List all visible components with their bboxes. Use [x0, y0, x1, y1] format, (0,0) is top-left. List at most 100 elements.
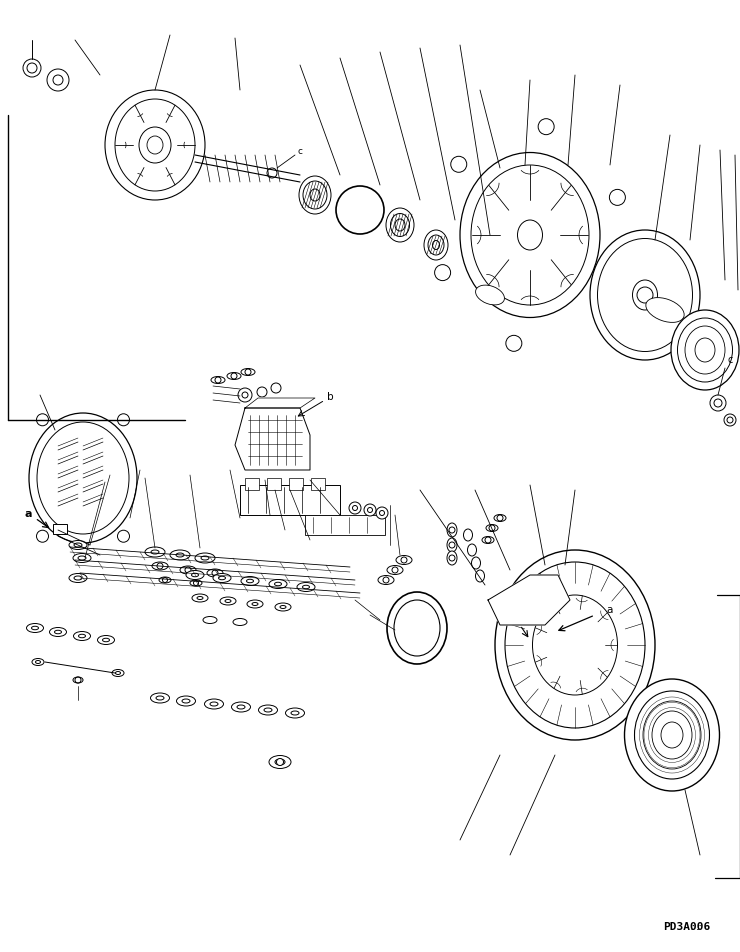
Ellipse shape: [396, 556, 412, 565]
Ellipse shape: [695, 338, 715, 362]
Ellipse shape: [482, 537, 494, 544]
Circle shape: [277, 759, 283, 765]
Ellipse shape: [685, 326, 725, 374]
Ellipse shape: [486, 525, 498, 531]
Ellipse shape: [378, 576, 394, 585]
Ellipse shape: [447, 551, 457, 565]
Ellipse shape: [432, 241, 440, 249]
Ellipse shape: [98, 636, 115, 645]
Ellipse shape: [207, 569, 223, 577]
Circle shape: [538, 119, 554, 134]
Ellipse shape: [678, 318, 733, 382]
Ellipse shape: [190, 580, 202, 586]
Ellipse shape: [494, 514, 506, 522]
Ellipse shape: [203, 617, 217, 624]
Ellipse shape: [468, 544, 477, 556]
Ellipse shape: [463, 529, 473, 541]
Ellipse shape: [297, 583, 315, 591]
Ellipse shape: [180, 566, 196, 574]
Text: b: b: [326, 392, 333, 402]
Circle shape: [36, 530, 49, 543]
Ellipse shape: [227, 372, 241, 380]
Ellipse shape: [387, 592, 447, 664]
Bar: [311, 478, 325, 490]
Circle shape: [610, 189, 625, 206]
Bar: [289, 478, 303, 490]
Ellipse shape: [303, 181, 327, 209]
Text: a: a: [24, 509, 32, 519]
Ellipse shape: [27, 624, 44, 632]
Ellipse shape: [460, 152, 600, 318]
Ellipse shape: [147, 136, 163, 154]
Ellipse shape: [73, 553, 91, 563]
Bar: [240, 485, 340, 515]
Ellipse shape: [211, 376, 225, 384]
Ellipse shape: [247, 600, 263, 608]
Ellipse shape: [232, 702, 251, 712]
Ellipse shape: [269, 580, 287, 588]
Ellipse shape: [139, 127, 171, 163]
Ellipse shape: [661, 722, 683, 748]
Ellipse shape: [625, 679, 719, 791]
Circle shape: [451, 156, 467, 172]
Ellipse shape: [159, 577, 171, 583]
Polygon shape: [245, 398, 315, 408]
Circle shape: [593, 298, 609, 314]
Ellipse shape: [145, 547, 165, 557]
Text: c: c: [727, 355, 733, 365]
Text: - -: - -: [690, 925, 699, 935]
Ellipse shape: [286, 708, 304, 718]
Circle shape: [257, 387, 267, 397]
Ellipse shape: [387, 565, 403, 574]
Ellipse shape: [310, 189, 320, 201]
Ellipse shape: [533, 595, 617, 695]
Bar: [267, 478, 281, 490]
Ellipse shape: [471, 165, 589, 305]
Circle shape: [245, 369, 251, 375]
Ellipse shape: [299, 176, 331, 214]
Ellipse shape: [170, 550, 190, 560]
Ellipse shape: [391, 213, 409, 236]
Ellipse shape: [395, 219, 405, 231]
Bar: [245, 478, 259, 490]
Ellipse shape: [428, 235, 444, 255]
Ellipse shape: [394, 600, 440, 656]
Ellipse shape: [37, 422, 129, 534]
Ellipse shape: [447, 538, 457, 552]
Bar: [305, 515, 385, 535]
Ellipse shape: [241, 577, 259, 585]
Ellipse shape: [652, 711, 692, 759]
Ellipse shape: [258, 705, 278, 715]
Circle shape: [118, 414, 130, 426]
Ellipse shape: [646, 298, 684, 323]
Circle shape: [118, 530, 130, 543]
Ellipse shape: [517, 220, 542, 250]
Ellipse shape: [195, 553, 215, 563]
Ellipse shape: [471, 557, 480, 569]
Circle shape: [231, 373, 237, 379]
Circle shape: [710, 395, 726, 411]
Ellipse shape: [69, 573, 87, 583]
Ellipse shape: [112, 669, 124, 677]
Circle shape: [215, 377, 221, 383]
Circle shape: [506, 335, 522, 351]
Ellipse shape: [73, 631, 90, 641]
Ellipse shape: [495, 550, 655, 740]
Circle shape: [364, 504, 376, 516]
Ellipse shape: [115, 99, 195, 191]
Ellipse shape: [275, 759, 285, 765]
Ellipse shape: [634, 691, 710, 779]
Ellipse shape: [32, 659, 44, 665]
Text: PD3A006: PD3A006: [663, 922, 710, 932]
Ellipse shape: [671, 310, 739, 390]
Ellipse shape: [50, 627, 67, 637]
Ellipse shape: [590, 230, 700, 360]
Text: a: a: [607, 605, 613, 615]
Bar: [53, 524, 67, 534]
Ellipse shape: [150, 693, 169, 703]
Ellipse shape: [152, 562, 168, 570]
Ellipse shape: [424, 230, 448, 260]
Ellipse shape: [275, 603, 291, 611]
Ellipse shape: [447, 523, 457, 537]
Circle shape: [714, 399, 722, 407]
